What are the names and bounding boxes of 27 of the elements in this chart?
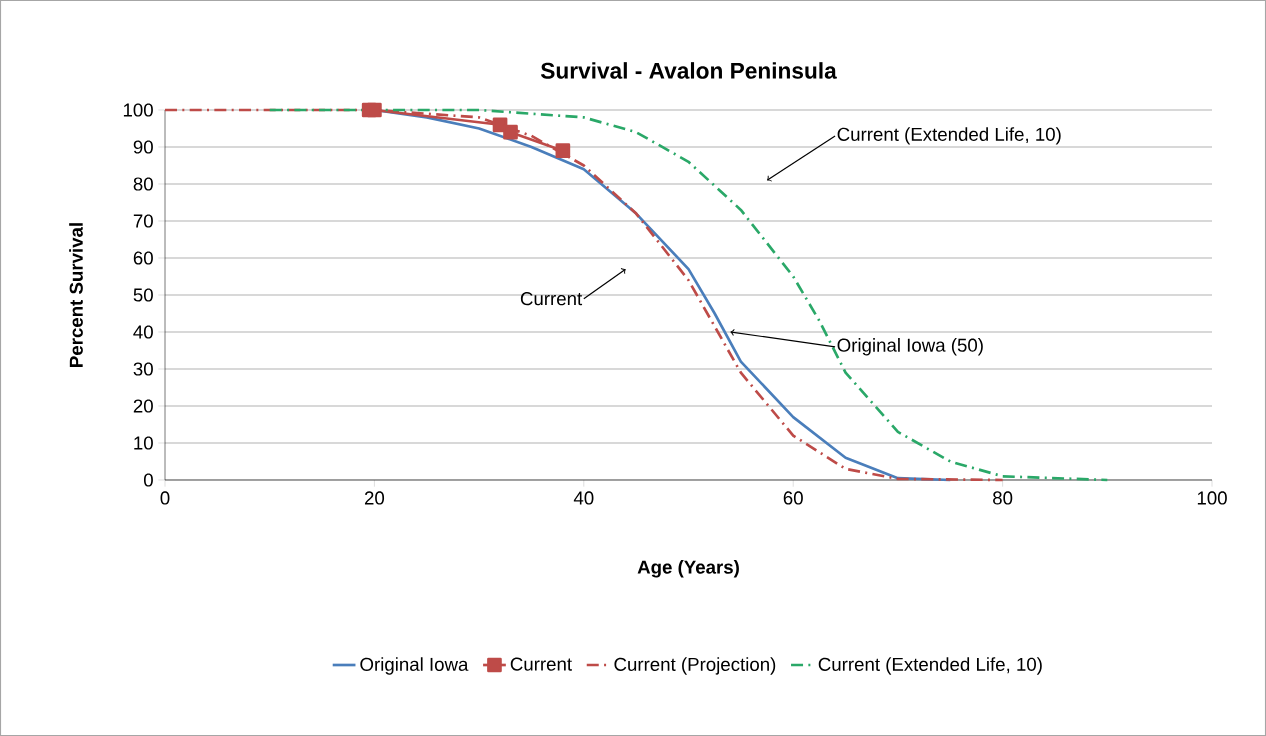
- y-tick-label: 100: [123, 103, 153, 117]
- x-tick-label: 80: [993, 491, 1013, 505]
- x-axis-title: Age (Years): [637, 560, 739, 578]
- y-tick-label: 30: [133, 362, 153, 376]
- y-tick-label: 60: [133, 251, 153, 265]
- y-tick-label: 20: [133, 399, 153, 413]
- y-tick-label: 0: [143, 473, 153, 487]
- x-tick-label: 40: [573, 491, 594, 505]
- y-axis-title: Percent Survival: [69, 223, 83, 367]
- legend-label: Current (Projection): [614, 657, 776, 675]
- y-tick-label: 70: [133, 214, 153, 228]
- y-tick-label: 10: [134, 436, 153, 450]
- y-tick-label: 40: [133, 325, 153, 339]
- x-tick-label: 60: [783, 491, 803, 505]
- annotation: Current: [520, 292, 583, 306]
- y-tick-label: 90: [133, 140, 153, 154]
- chart-title: Survival - Avalon Peninsula: [540, 62, 837, 79]
- legend-label: Current: [510, 657, 572, 671]
- y-tick-label: 50: [133, 288, 153, 302]
- y-tick-label: 80: [133, 177, 153, 191]
- legend-label: Current (Extended Life, 10): [818, 657, 1042, 675]
- x-tick-label: 20: [364, 491, 385, 505]
- annotation: Original Iowa (50): [837, 338, 983, 356]
- x-tick-label: 100: [1197, 491, 1227, 505]
- legend-label: Original Iowa: [360, 657, 469, 675]
- annotation: Current (Extended Life, 10): [837, 127, 1061, 145]
- x-tick-label: 0: [160, 491, 170, 505]
